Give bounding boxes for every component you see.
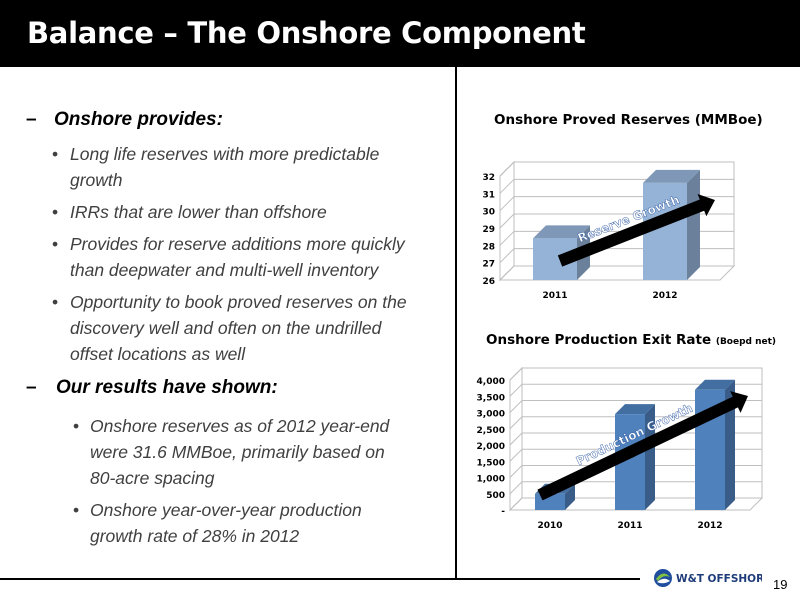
gridline xyxy=(499,161,734,177)
onshore-provides-heading: – Onshore provides: xyxy=(26,107,223,133)
x-tick-label: 2010 xyxy=(537,521,562,531)
bullet-marker: • xyxy=(73,500,80,520)
y-tick-label: 3,500 xyxy=(477,393,505,403)
production-chart: - 500 1,000 1,500 2,000 2,500 3,000 3,500 4,000 2… xyxy=(477,366,764,531)
slide-title: Balance – The Onshore Component xyxy=(27,16,586,50)
gridline xyxy=(509,448,762,462)
gridline xyxy=(509,465,762,478)
y-tick-label: 27 xyxy=(482,260,495,270)
arrow-shape xyxy=(557,193,715,267)
bullet-line: discovery well and often on the undrille… xyxy=(70,318,382,338)
bullet-item: • Long life reserves with more predictab… xyxy=(52,141,379,193)
y-tick-label: 2,500 xyxy=(477,426,505,436)
y-tick-label: 28 xyxy=(482,242,495,252)
page-number: 19 xyxy=(773,577,788,592)
bullet-marker: • xyxy=(52,234,59,254)
y-tick-label: 32 xyxy=(482,173,495,183)
dash-marker: – xyxy=(26,377,37,398)
y-tick-label: 2,000 xyxy=(477,442,505,452)
bullet-line: Provides for reserve additions more quic… xyxy=(70,234,405,254)
bullet-line: IRRs that are lower than offshore xyxy=(70,202,327,222)
gridline xyxy=(509,497,762,511)
y-tick-label: 3,000 xyxy=(477,410,505,420)
results-heading: – Our results have shown: xyxy=(26,375,278,401)
bullet-line: than deepwater and multi-well inventory xyxy=(70,260,379,280)
y-tick-label: 29 xyxy=(482,225,495,235)
bullet-item: • Provides for reserve additions more qu… xyxy=(52,231,405,283)
bar-side xyxy=(645,404,655,510)
bullet-item: • Onshore year-over-year production grow… xyxy=(73,497,362,549)
y-tick-label: 1,500 xyxy=(477,458,505,468)
bar-side xyxy=(565,483,575,510)
bullet-line: were 31.6 MMBoe, primarily based on xyxy=(90,442,385,462)
bullet-line: growth rate of 28% in 2012 xyxy=(90,526,300,546)
bullet-marker: • xyxy=(73,416,80,436)
logo-text: W&T OFFSHORE xyxy=(676,573,762,585)
y-tick-label: - xyxy=(501,507,505,517)
title-bar: Balance – The Onshore Component xyxy=(0,0,800,67)
reserves-chart-title: Onshore Proved Reserves (MMBoe) xyxy=(494,112,763,128)
bar-top xyxy=(533,225,590,239)
dash-marker: – xyxy=(26,109,37,130)
production-chart-title: Onshore Production Exit Rate (Boepd net) xyxy=(486,332,777,348)
bullet-marker: • xyxy=(52,202,59,222)
y-tick-label: 31 xyxy=(482,190,495,200)
vertical-divider xyxy=(455,67,457,580)
gridline xyxy=(509,481,762,495)
y-tick-label: 4,000 xyxy=(477,377,505,387)
bullet-item: • IRRs that are lower than offshore xyxy=(52,199,327,225)
bullet-line: 80-acre spacing xyxy=(90,468,215,488)
x-tick-label: 2012 xyxy=(652,291,677,301)
bullet-line: Long life reserves with more predictable xyxy=(70,144,380,164)
bullet-marker: • xyxy=(52,144,59,164)
bullet-marker: • xyxy=(52,292,59,312)
bar-side xyxy=(687,169,700,280)
logo-icon: W&T OFFSHORE xyxy=(654,569,771,587)
y-tick-label: 26 xyxy=(482,277,495,287)
gridline xyxy=(509,383,762,397)
bullet-item: • Opportunity to book proved reserves on… xyxy=(52,289,407,367)
x-tick-label: 2011 xyxy=(617,521,642,531)
y-tick-label: 1,000 xyxy=(477,475,505,485)
company-logo: W&T OFFSHORE xyxy=(652,567,771,589)
production-chart-unit: (Boepd net) xyxy=(715,337,777,347)
bullet-item: • Onshore reserves as of 2012 year-end w… xyxy=(73,413,389,491)
bullet-line: Onshore reserves as of 2012 year-end xyxy=(90,416,390,436)
arrow-shape xyxy=(537,391,748,501)
bullet-line: Onshore year-over-year production xyxy=(90,500,362,520)
footer-divider xyxy=(0,578,640,580)
bullet-line: offset locations as well xyxy=(70,344,246,364)
gridline xyxy=(509,367,762,381)
bar-top xyxy=(643,169,700,183)
bullet-line: Opportunity to book proved reserves on t… xyxy=(70,292,407,312)
bar-top xyxy=(695,379,735,390)
bullet-line: growth xyxy=(70,170,123,190)
y-tick-label: 500 xyxy=(486,491,505,501)
bar-top xyxy=(615,404,655,415)
gridline xyxy=(509,416,762,430)
x-tick-label: 2012 xyxy=(697,521,722,531)
gridline xyxy=(509,400,762,413)
x-tick-label: 2011 xyxy=(542,291,567,301)
y-tick-label: 30 xyxy=(482,208,495,218)
